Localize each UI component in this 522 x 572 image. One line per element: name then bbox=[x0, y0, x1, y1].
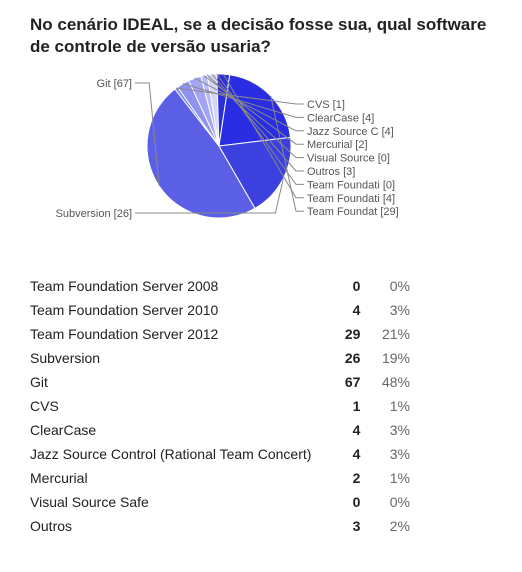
pie-slices bbox=[146, 73, 292, 219]
pie-leader-line bbox=[135, 178, 284, 214]
result-row: Jazz Source Control (Rational Team Conce… bbox=[30, 442, 410, 466]
pie-leader-line bbox=[216, 73, 304, 185]
result-count: 4 bbox=[352, 446, 361, 462]
result-option-label: CVS bbox=[30, 398, 59, 414]
results-body: Team Foundation Server 2008 0 0% Team Found… bbox=[30, 274, 410, 538]
result-option-label: Outros bbox=[30, 518, 73, 534]
result-row: Outros 3 2% bbox=[30, 514, 410, 538]
pie-callout-label: Team Foundat [29] bbox=[307, 206, 399, 218]
result-option-label: Mercurial bbox=[30, 470, 88, 486]
result-count: 67 bbox=[344, 374, 361, 390]
result-count: 4 bbox=[352, 302, 361, 318]
result-option-label: Git bbox=[30, 374, 48, 390]
result-row: Git 67 48% bbox=[30, 370, 410, 394]
pie-slice bbox=[218, 74, 292, 147]
result-option-label: Team Foundation Server 2010 bbox=[30, 302, 219, 318]
result-count: 26 bbox=[344, 350, 361, 366]
result-percent: 19% bbox=[381, 350, 410, 366]
pie-callout-label: ClearCase [4] bbox=[307, 112, 374, 124]
result-percent: 3% bbox=[389, 422, 410, 438]
result-row: Team Foundation Server 2012 29 21% bbox=[30, 322, 410, 346]
result-percent: 21% bbox=[381, 326, 410, 342]
result-count: 0 bbox=[352, 278, 361, 294]
pie-leader-line bbox=[182, 83, 304, 118]
result-percent: 3% bbox=[389, 302, 410, 318]
question-title: No cenário IDEAL, se a decisão fosse sua… bbox=[30, 15, 487, 56]
result-row: Visual Source Safe 0 0% bbox=[30, 490, 410, 514]
result-count: 3 bbox=[352, 518, 361, 534]
result-row: Mercurial 2 1% bbox=[30, 466, 410, 490]
result-percent: 1% bbox=[389, 398, 410, 414]
result-percent: 0% bbox=[389, 278, 410, 294]
pie-callout-label: Git [67] bbox=[97, 78, 132, 90]
pie-callout-label: Jazz Source C [4] bbox=[307, 126, 394, 138]
pie-leader-line bbox=[222, 73, 304, 199]
pie-callout-label: Outros [3] bbox=[307, 166, 355, 178]
pie-callout-label: Team Foundati [4] bbox=[307, 193, 395, 205]
result-percent: 2% bbox=[389, 518, 410, 534]
result-option-label: Visual Source Safe bbox=[30, 494, 149, 510]
result-count: 1 bbox=[352, 398, 361, 414]
result-option-label: ClearCase bbox=[30, 422, 97, 438]
result-row: Team Foundation Server 2008 0 0% bbox=[30, 274, 410, 298]
result-percent: 0% bbox=[389, 494, 410, 510]
result-option-label: Team Foundation Server 2012 bbox=[30, 326, 219, 342]
result-option-label: Team Foundation Server 2008 bbox=[30, 278, 219, 294]
result-row: Subversion 26 19% bbox=[30, 346, 410, 370]
pie-leader-line bbox=[270, 95, 304, 212]
result-percent: 48% bbox=[381, 374, 410, 390]
result-option-label: Jazz Source Control (Rational Team Conce… bbox=[30, 446, 312, 462]
pie-callout-labels: Git [67] CVS [1]ClearCase [4] Jazz Source … bbox=[56, 78, 399, 220]
result-percent: 3% bbox=[389, 446, 410, 462]
pie-leader-line bbox=[135, 82, 160, 187]
pie-chart: Git [67] CVS [1]ClearCase [4] Jazz Source … bbox=[56, 73, 399, 220]
result-count: 4 bbox=[352, 422, 361, 438]
result-option-label: Subversion bbox=[30, 350, 101, 366]
result-row: CVS 1 1% bbox=[30, 394, 410, 418]
pie-callout-label: Team Foundati [0] bbox=[307, 179, 395, 191]
pie-callout-label: CVS [1] bbox=[307, 99, 345, 111]
result-count: 29 bbox=[344, 326, 361, 342]
result-percent: 1% bbox=[389, 470, 410, 486]
results-table: Team Foundation Server 2008 0 0% Team Found… bbox=[30, 274, 410, 538]
result-count: 2 bbox=[352, 470, 361, 486]
pie-leader-lines bbox=[135, 73, 304, 214]
pie-callout-label: Visual Source [0] bbox=[307, 153, 390, 165]
result-count: 0 bbox=[352, 494, 361, 510]
pie-leader-line bbox=[194, 77, 304, 132]
result-row: ClearCase 4 3% bbox=[30, 418, 410, 442]
pie-callout-label: Mercurial [2] bbox=[307, 139, 368, 151]
result-row: Team Foundation Server 2010 4 3% bbox=[30, 298, 410, 322]
pie-callout-label: Subversion [26] bbox=[56, 208, 132, 220]
